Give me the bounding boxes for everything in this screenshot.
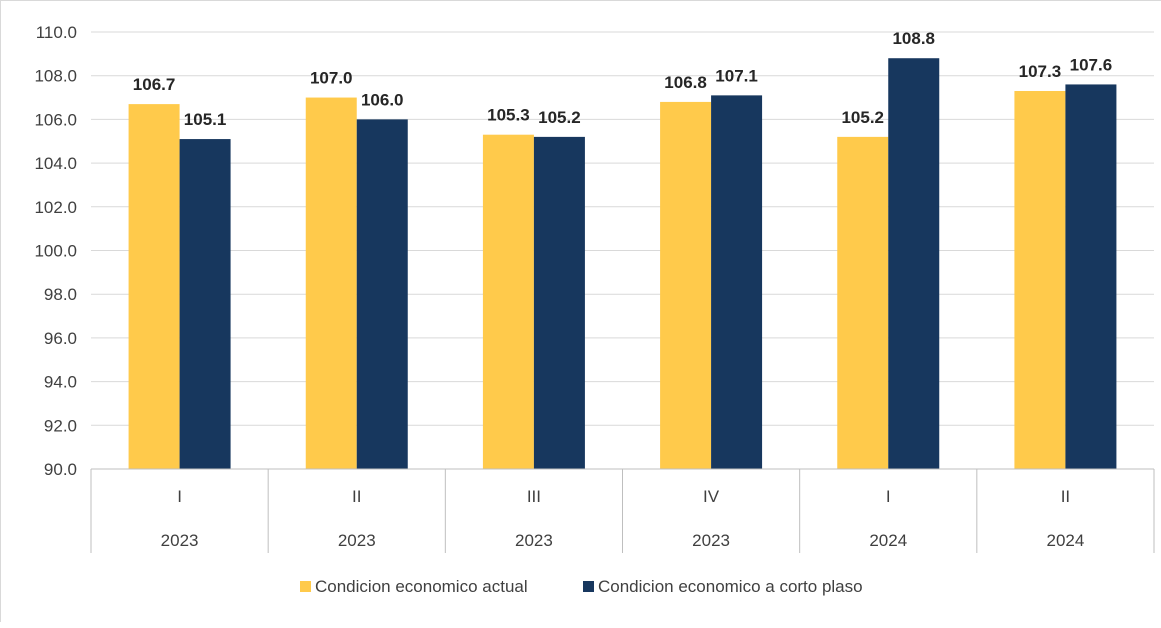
bar-actual xyxy=(1014,90,1066,470)
quarter-label: I xyxy=(886,487,891,506)
year-label: 2024 xyxy=(869,531,907,550)
y-tick-label: 102.0 xyxy=(34,198,77,217)
bar-corto-plaso xyxy=(1065,84,1117,469)
y-tick-label: 106.0 xyxy=(34,110,77,129)
data-label: 105.1 xyxy=(184,110,227,129)
data-label: 106.0 xyxy=(361,90,404,109)
gridlines xyxy=(91,31,1154,470)
data-label: 107.0 xyxy=(310,69,353,88)
bar-actual xyxy=(660,101,712,470)
data-label: 105.2 xyxy=(538,108,581,127)
legend-swatch xyxy=(300,581,311,592)
data-label: 105.3 xyxy=(487,106,530,125)
year-label: 2023 xyxy=(515,531,553,550)
bar-actual xyxy=(128,104,180,469)
data-label: 107.6 xyxy=(1070,55,1113,74)
legend: Condicion economico actual Condicion econ… xyxy=(300,577,863,596)
data-labels: 106.7 107.0 105.3 106.8 105.2 107.3 105.1 106.0… xyxy=(133,29,1112,129)
y-tick-label: 110.0 xyxy=(36,23,77,42)
data-label: 106.8 xyxy=(664,73,707,92)
data-label: 105.2 xyxy=(841,108,884,127)
y-tick-label: 100.0 xyxy=(34,242,77,261)
y-tick-label: 96.0 xyxy=(44,329,77,348)
quarter-label: IV xyxy=(703,487,720,506)
bar-actual xyxy=(482,134,534,469)
data-label: 106.7 xyxy=(133,75,176,94)
bars xyxy=(128,58,1117,470)
y-tick-label: 98.0 xyxy=(44,285,77,304)
data-label: 108.8 xyxy=(892,29,935,48)
data-label: 107.1 xyxy=(715,66,758,85)
legend-swatch xyxy=(583,581,594,592)
y-tick-label: 92.0 xyxy=(44,416,77,435)
quarter-label: III xyxy=(527,487,541,506)
quarter-label: II xyxy=(1061,487,1070,506)
y-axis: 90.0 92.0 94.0 96.0 98.0 100.0 102.0 104.0 106.0… xyxy=(34,23,77,479)
bar-corto-plaso xyxy=(711,95,763,470)
bar-corto-plaso xyxy=(888,58,940,469)
legend-label: Condicion economico actual xyxy=(315,577,528,596)
bar-corto-plaso xyxy=(356,119,408,470)
year-label: 2023 xyxy=(692,531,730,550)
year-label: 2023 xyxy=(161,531,199,550)
legend-label: Condicion economico a corto plaso xyxy=(598,577,863,596)
y-tick-label: 94.0 xyxy=(44,373,77,392)
x-axis: I 2023 II 2023 III 2023 IV 2023 I 2024 II 2024 xyxy=(90,468,1155,553)
y-tick-label: 108.0 xyxy=(34,67,77,86)
bar-actual xyxy=(305,97,357,470)
data-label: 107.3 xyxy=(1019,62,1062,81)
y-tick-label: 104.0 xyxy=(34,154,77,173)
year-label: 2024 xyxy=(1047,531,1085,550)
bar-actual xyxy=(837,136,889,469)
y-tick-label: 90.0 xyxy=(44,460,77,479)
year-label: 2023 xyxy=(338,531,376,550)
quarter-label: II xyxy=(352,487,361,506)
bar-corto-plaso xyxy=(179,139,231,469)
bar-corto-plaso xyxy=(533,136,585,469)
quarter-label: I xyxy=(177,487,182,506)
